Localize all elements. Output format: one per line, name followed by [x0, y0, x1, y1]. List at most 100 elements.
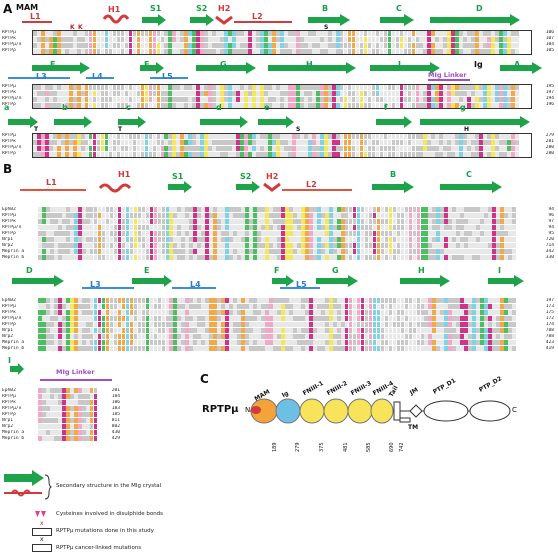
alignment-residue [512, 231, 516, 237]
alignment-residue [120, 85, 125, 91]
alignment-residue [265, 340, 269, 346]
alignment-residue [508, 328, 512, 334]
alignment-residue [225, 334, 229, 340]
alignment-residue [232, 31, 236, 37]
alignment-residue [396, 255, 401, 261]
alignment-residue [45, 225, 50, 231]
alignment-residue [69, 231, 74, 237]
alignment-residue [387, 152, 392, 158]
alignment-residue [508, 310, 512, 316]
alignment-residue [383, 37, 388, 43]
alignment-residue [395, 85, 400, 91]
alignment-residue [73, 394, 78, 400]
alignment-residue [487, 134, 491, 140]
alignment-residue [304, 310, 309, 316]
alignment-residue [285, 316, 289, 322]
alignment-residue [268, 85, 272, 91]
alignment-residue [68, 97, 73, 103]
alignment-residue [408, 310, 413, 316]
alignment-residue [205, 213, 210, 219]
alignment-residue [323, 152, 328, 158]
alignment-residue [56, 152, 61, 158]
alignment-residue [435, 31, 440, 37]
alignment-residue [96, 43, 101, 49]
alignment-residue [504, 346, 508, 352]
alignment-residue [113, 298, 118, 304]
b-alignment-block [38, 207, 532, 262]
alignment-residue [161, 298, 166, 304]
alignment-residue [277, 298, 281, 304]
alignment-residue [371, 103, 376, 109]
alignment-residue [277, 243, 281, 249]
alignment-residue [423, 49, 428, 55]
alignment-residue [53, 346, 58, 352]
alignment-residue [88, 43, 93, 49]
alignment-residue [185, 207, 190, 213]
alignment-residue [336, 334, 341, 340]
legend-helix-icon [4, 489, 42, 497]
alignment-residue [80, 152, 85, 158]
alignment-residue [157, 340, 162, 346]
alignment-residue [136, 152, 141, 158]
alignment-residue-row [38, 424, 100, 430]
alignment-residue [372, 237, 377, 243]
alignment-residue [367, 97, 372, 103]
alignment-residue [217, 225, 221, 231]
alignment-residue [515, 49, 519, 55]
alignment-residue [49, 237, 54, 243]
alignment-residue [145, 298, 150, 304]
alignment-residue [38, 388, 42, 394]
alignment-residue [68, 37, 73, 43]
alignment-residue [140, 37, 145, 43]
alignment-residue [48, 103, 53, 109]
alignment-residue [399, 37, 404, 43]
alignment-residue [176, 146, 181, 152]
alignment-residue [269, 334, 273, 340]
alignment-residue [140, 85, 145, 91]
alignment-residue [311, 103, 316, 109]
alignment-residue [45, 231, 50, 237]
alignment-residue [332, 255, 337, 261]
alignment-residue [407, 91, 412, 97]
alignment-residue [165, 237, 170, 243]
alignment-residue [460, 322, 465, 328]
alignment-residue [265, 255, 269, 261]
legend-cancer-box [32, 544, 52, 552]
alignment-residue [471, 43, 475, 49]
alignment-residue [428, 213, 433, 219]
alignment-residue [444, 237, 449, 243]
alignment-residue [101, 207, 106, 213]
alignment-residue [499, 140, 503, 146]
alignment-residue [149, 334, 154, 340]
alignment-residue [52, 49, 57, 55]
alignment-residue [229, 243, 233, 249]
alignment-residue [384, 316, 389, 322]
alignment-residue [359, 37, 364, 43]
a-s2-label: S2 [196, 4, 208, 13]
alignment-residue [132, 103, 137, 109]
alignment-residue [277, 340, 281, 346]
alignment-residue [153, 316, 158, 322]
alignment-residue [209, 328, 214, 334]
alignment-residue [281, 207, 285, 213]
alignment-residue [504, 316, 508, 322]
alignment-residue [392, 237, 397, 243]
alignment-residue [487, 37, 491, 43]
alignment-residue [248, 97, 252, 103]
alignment-residue [484, 243, 488, 249]
alignment-residue [104, 152, 109, 158]
alignment-residue [113, 310, 118, 316]
alignment-residue [77, 322, 82, 328]
alignment-residue [492, 243, 496, 249]
alignment-residue [148, 146, 153, 152]
alignment-residue [399, 97, 404, 103]
alignment-residue [460, 340, 465, 346]
alignment-residue [188, 97, 193, 103]
alignment-residue [364, 207, 369, 213]
alignment-residue [503, 134, 507, 140]
alignment-residue [245, 219, 249, 225]
alignment-residue [137, 328, 142, 334]
alignment-residue [285, 237, 289, 243]
alignment-residue [269, 340, 273, 346]
alignment-residue [41, 328, 46, 334]
